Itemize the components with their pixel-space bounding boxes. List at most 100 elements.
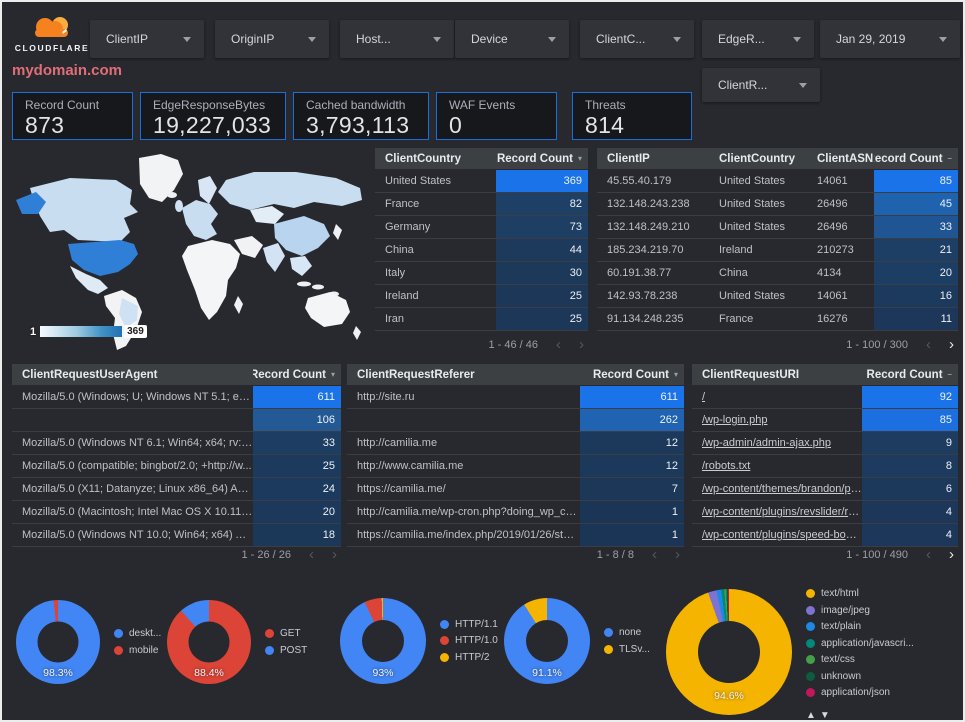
table-row[interactable]: Mozilla/5.0 (Windows; U; Windows NT 5.1;… [12,386,341,409]
column-header-clientrequestuseragent[interactable]: ClientRequestUserAgent [12,369,253,381]
pagination-next-icon[interactable]: › [949,546,954,563]
table-row[interactable]: /robots.txt 8 [692,455,958,478]
table-row[interactable]: 185.234.219.70 Ireland 210273 21 [597,239,958,262]
column-header-record-count[interactable]: Record Count ▾ [580,369,684,381]
donut-contenttype[interactable]: 94.6% [666,589,792,716]
table-row[interactable]: United States 369 [375,170,588,193]
date-range-filter[interactable]: Jan 29, 2019 [820,20,960,58]
table-row[interactable]: / 92 [692,386,958,409]
table-row[interactable]: /wp-admin/admin-ajax.php 9 [692,432,958,455]
column-header-clientcountry[interactable]: ClientCountry [709,153,807,165]
filter-chip-clientrequest[interactable]: ClientR... [702,68,820,102]
pagination-prev-icon[interactable]: ‹ [926,336,931,353]
legend-item[interactable]: GET [265,627,313,641]
column-header-record-count[interactable]: Record Count – [862,369,958,381]
donut-protocol[interactable]: 93% [340,598,426,684]
sort-icon[interactable]: ▾ [330,370,335,379]
table-row[interactable]: Mozilla/5.0 (Windows NT 6.1; Win64; x64;… [12,432,341,455]
legend-item[interactable]: mobile [114,644,166,658]
legend-scroll-up-icon[interactable]: ▲ [806,709,820,721]
legend-scroll-down-icon[interactable]: ▼ [819,709,834,721]
table-row[interactable]: China 44 [375,239,588,262]
pagination-next-icon[interactable]: › [675,546,680,563]
table-row[interactable]: http://www.camilia.me 12 [347,455,684,478]
sort-icon[interactable]: – [947,154,952,163]
table-row[interactable]: /wp-content/themes/brandon/plu... 6 [692,478,958,501]
legend-item[interactable]: application/javascri... [806,637,936,651]
pagination-next-icon[interactable]: › [949,336,954,353]
table-row[interactable]: 60.191.38.77 China 4134 20 [597,262,958,285]
column-header-clientrequesturi[interactable]: ClientRequestURI [692,369,862,381]
table-row[interactable]: /wp-login.php 85 [692,409,958,432]
table-row[interactable]: 45.55.40.179 United States 14061 85 [597,170,958,193]
table-row[interactable]: 91.134.248.235 France 16276 11 [597,308,958,331]
table-row[interactable]: France 82 [375,193,588,216]
table-row[interactable]: http://camilia.me 12 [347,432,684,455]
table-row[interactable]: http://site.ru 611 [347,386,684,409]
table-row[interactable]: https://camilia.me/7 [347,478,684,501]
table-row[interactable]: Mozilla/5.0 (Windows NT 10.0; Win64; x64… [12,524,341,547]
table-row[interactable]: 132.148.243.238 United States 26496 45 [597,193,958,216]
pagination-next-icon[interactable]: › [579,336,584,353]
table-row[interactable]: https://camilia.me/index.php/2019/01/26/… [347,524,684,547]
table-row[interactable]: 142.93.78.238 United States 14061 16 [597,285,958,308]
table-row[interactable]: /wp-content/plugins/revslider/rs-p... 4 [692,501,958,524]
filter-chip-clientip[interactable]: ClientIP [90,20,204,58]
table-row[interactable]: http://camilia.me/wp-cron.php?doing_wp_c… [347,501,684,524]
pagination-prev-icon[interactable]: ‹ [309,546,314,563]
table-row[interactable]: /wp-content/plugins/speed-booste... 4 [692,524,958,547]
donut-method[interactable]: 88.4% [167,600,251,684]
world-map[interactable]: 1 369 [12,148,372,352]
pagination-next-icon[interactable]: › [332,546,337,563]
table-row[interactable]: Mozilla/5.0 (compatible; bingbot/2.0; +h… [12,455,341,478]
sort-icon[interactable]: ▾ [577,154,582,163]
legend-item[interactable]: text/css [806,653,936,667]
filter-chip-clientcountry[interactable]: ClientC... [580,20,694,58]
dimension-cell[interactable]: /wp-content/themes/brandon/plu... [702,483,862,495]
dimension-cell[interactable]: /robots.txt [702,460,751,472]
dimension-cell[interactable]: /wp-login.php [702,414,768,426]
dimension-cell[interactable]: / [702,391,706,403]
legend-item[interactable]: image/jpeg [806,604,936,618]
filter-chip-originip[interactable]: OriginIP [215,20,329,58]
column-header-clientip[interactable]: ClientIP [597,153,709,165]
legend-item[interactable]: POST [265,644,313,658]
legend-item[interactable]: unknown [806,670,936,684]
table-row[interactable]: Mozilla/5.0 (Macintosh; Intel Mac OS X 1… [12,501,341,524]
table-row[interactable]: Italy 30 [375,262,588,285]
column-header-record-count[interactable]: Record Count ▾ [496,153,588,165]
table-row[interactable]: 132.148.249.210 United States 26496 33 [597,216,958,239]
pagination-prev-icon[interactable]: ‹ [556,336,561,353]
legend-item[interactable]: text/plain [806,620,936,634]
filter-chip-device[interactable]: Device [455,20,569,58]
pagination-prev-icon[interactable]: ‹ [926,546,931,563]
legend-item[interactable]: TLSv... [604,643,654,657]
table-row[interactable]: Iran 25 [375,308,588,331]
donut-device[interactable]: 98.3% [16,600,100,684]
legend-item[interactable]: application/json [806,686,936,700]
legend-item[interactable]: text/html [806,587,936,601]
filter-chip-host[interactable]: Host... [340,20,454,58]
dimension-cell[interactable]: /wp-admin/admin-ajax.php [702,437,832,449]
table-row[interactable]: 262 [347,409,684,432]
column-header-clientasn[interactable]: ClientASN [807,153,874,165]
dimension-cell[interactable]: /wp-content/plugins/revslider/rs-p... [702,506,862,518]
filter-chip-edgeresponse[interactable]: EdgeR... [702,20,814,58]
table-row[interactable]: 106 [12,409,341,432]
table-row[interactable]: Germany 73 [375,216,588,239]
column-header-record-count[interactable]: Record Count ▾ [253,369,341,381]
table-row[interactable]: Mozilla/5.0 (X11; Datanyze; Linux x86_64… [12,478,341,501]
sort-icon[interactable]: – [947,370,952,379]
column-header-clientcountry[interactable]: ClientCountry [375,153,496,165]
column-header-record-count[interactable]: Record Count – [874,153,958,165]
dimension-cell[interactable]: /wp-content/plugins/speed-booste... [702,529,862,541]
table-row[interactable]: Ireland 25 [375,285,588,308]
legend-item[interactable]: none [604,626,654,640]
column-header-clientrequestreferer[interactable]: ClientRequestReferer [347,369,580,381]
legend-item[interactable]: HTTP/1.0 [440,634,498,648]
legend-item[interactable]: HTTP/1.1 [440,618,498,632]
sort-icon[interactable]: ▾ [673,370,678,379]
legend-item[interactable]: deskt... [114,627,166,641]
pagination-prev-icon[interactable]: ‹ [652,546,657,563]
donut-tls[interactable]: 91.1% [504,598,590,684]
